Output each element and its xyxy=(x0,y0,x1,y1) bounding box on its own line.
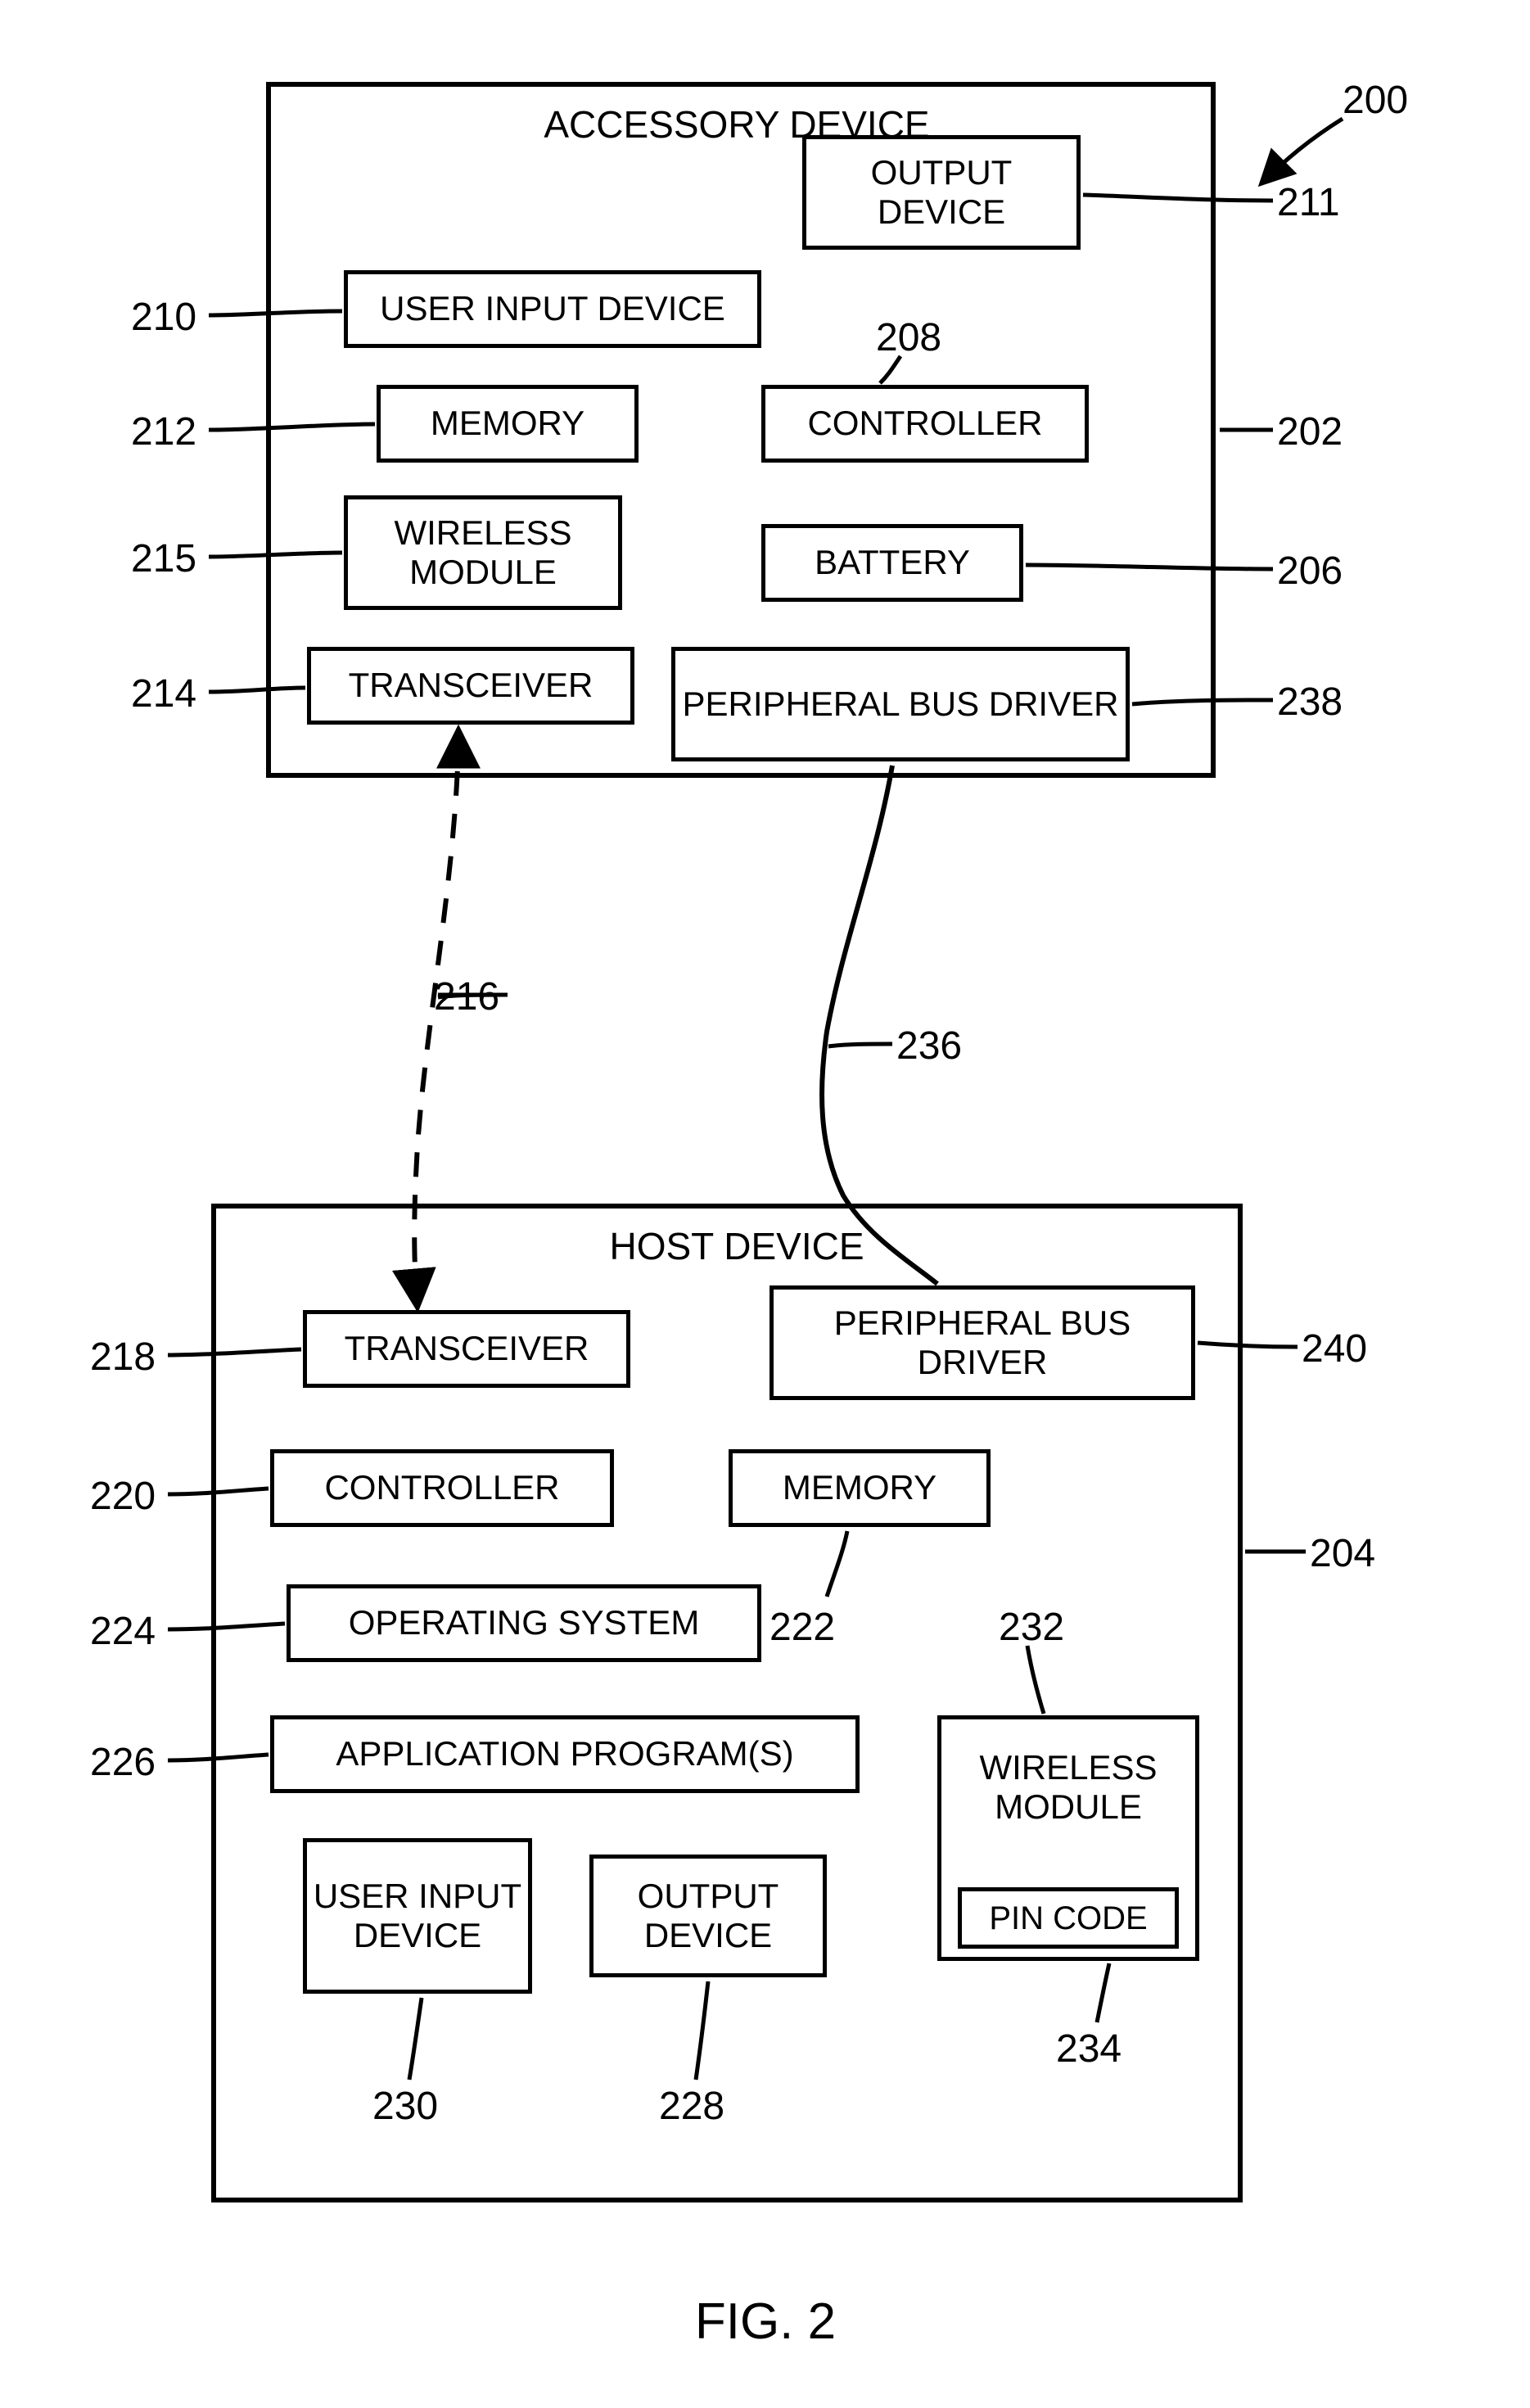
host-output-device: OUTPUT DEVICE xyxy=(589,1855,827,1977)
accessory-output-device-label: OUTPUT DEVICE xyxy=(806,153,1076,233)
host-controller: CONTROLLER xyxy=(270,1449,614,1527)
ref-222: 222 xyxy=(770,1605,835,1650)
ref-220: 220 xyxy=(90,1474,156,1519)
ref-204: 204 xyxy=(1310,1531,1375,1576)
ref-210: 210 xyxy=(131,295,196,340)
accessory-controller-label: CONTROLLER xyxy=(807,404,1042,443)
ref-226: 226 xyxy=(90,1740,156,1785)
ref-202: 202 xyxy=(1277,409,1343,454)
host-application-programs: APPLICATION PROGRAM(S) xyxy=(270,1715,860,1793)
host-output-device-label: OUTPUT DEVICE xyxy=(593,1877,823,1956)
figure-caption: FIG. 2 xyxy=(622,2293,909,2351)
ref-206: 206 xyxy=(1277,549,1343,594)
ref-212: 212 xyxy=(131,409,196,454)
host-operating-system-label: OPERATING SYSTEM xyxy=(349,1603,700,1642)
host-pin-code: PIN CODE xyxy=(958,1887,1179,1949)
ref-236: 236 xyxy=(896,1023,962,1068)
ref-238: 238 xyxy=(1277,680,1343,725)
host-pbus-driver: PERIPHERAL BUS DRIVER xyxy=(770,1285,1195,1400)
ref-208: 208 xyxy=(876,315,941,360)
host-memory: MEMORY xyxy=(729,1449,991,1527)
host-transceiver: TRANSCEIVER xyxy=(303,1310,630,1388)
accessory-wireless-module-label: WIRELESS MODULE xyxy=(348,513,618,593)
host-pin-code-label: PIN CODE xyxy=(989,1900,1147,1937)
ref-224: 224 xyxy=(90,1609,156,1654)
accessory-wireless-module: WIRELESS MODULE xyxy=(344,495,622,610)
ref-211: 211 xyxy=(1277,180,1340,225)
accessory-memory: MEMORY xyxy=(377,385,639,463)
host-user-input-device: USER INPUT DEVICE xyxy=(303,1838,532,1994)
ref-232: 232 xyxy=(999,1605,1064,1650)
accessory-controller: CONTROLLER xyxy=(761,385,1089,463)
host-application-programs-label: APPLICATION PROGRAM(S) xyxy=(336,1734,793,1773)
accessory-transceiver-label: TRANSCEIVER xyxy=(349,666,593,705)
host-memory-label: MEMORY xyxy=(783,1468,937,1507)
host-operating-system: OPERATING SYSTEM xyxy=(287,1584,761,1662)
accessory-memory-label: MEMORY xyxy=(431,404,584,443)
accessory-user-input-label: USER INPUT DEVICE xyxy=(380,289,725,328)
accessory-pbus-driver-label: PERIPHERAL BUS DRIVER xyxy=(683,684,1119,724)
ref-216: 216 xyxy=(434,974,499,1019)
ref-200: 200 xyxy=(1343,78,1408,123)
host-pbus-driver-label: PERIPHERAL BUS DRIVER xyxy=(774,1303,1191,1383)
accessory-pbus-driver: PERIPHERAL BUS DRIVER xyxy=(671,647,1130,761)
ref-230: 230 xyxy=(372,2084,438,2129)
ref-215: 215 xyxy=(131,536,196,581)
accessory-battery-label: BATTERY xyxy=(815,543,970,582)
ref-234: 234 xyxy=(1056,2026,1122,2071)
accessory-output-device: OUTPUT DEVICE xyxy=(802,135,1081,250)
host-transceiver-label: TRANSCEIVER xyxy=(345,1329,589,1368)
host-title: HOST DEVICE xyxy=(589,1224,884,1268)
accessory-user-input: USER INPUT DEVICE xyxy=(344,270,761,348)
host-user-input-device-label: USER INPUT DEVICE xyxy=(307,1877,528,1956)
host-wireless-module-label: WIRELESS MODULE xyxy=(941,1748,1195,1827)
ref-218: 218 xyxy=(90,1335,156,1380)
ref-228: 228 xyxy=(659,2084,724,2129)
ref-240: 240 xyxy=(1302,1326,1367,1371)
ref-214: 214 xyxy=(131,671,196,716)
host-controller-label: CONTROLLER xyxy=(324,1468,559,1507)
accessory-battery: BATTERY xyxy=(761,524,1023,602)
accessory-transceiver: TRANSCEIVER xyxy=(307,647,634,725)
